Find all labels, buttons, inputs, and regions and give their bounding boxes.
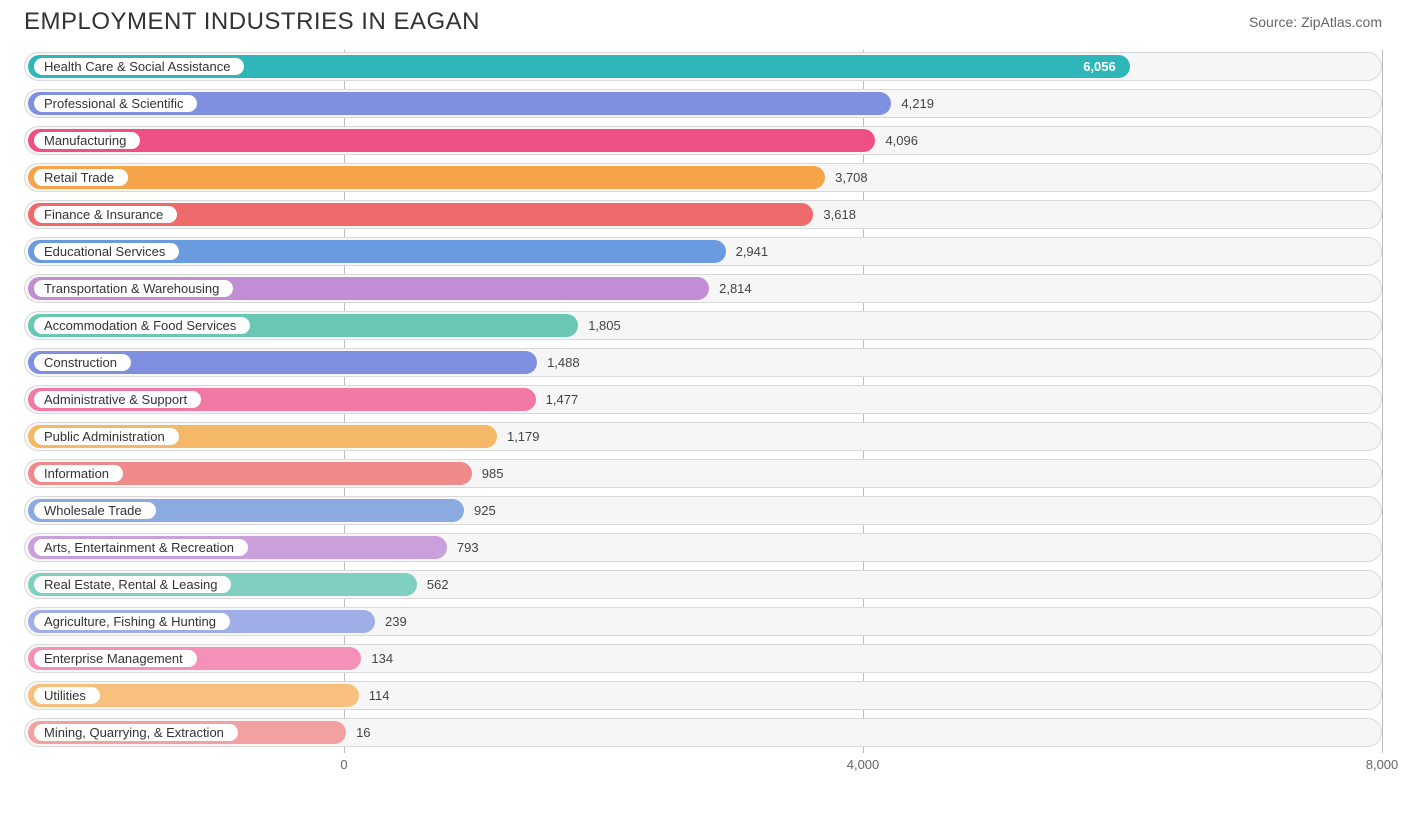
bar-category-chip: Administrative & Support [32, 389, 203, 410]
bar-value-label: 6,056 [28, 50, 1130, 83]
bar-fill [28, 166, 825, 189]
bar-fill [28, 129, 875, 152]
chart-header: EMPLOYMENT INDUSTRIES IN EAGAN Source: Z… [0, 0, 1406, 40]
bar-value-label: 925 [464, 494, 496, 527]
bar-row: Information 985 [24, 457, 1382, 490]
chart-plot-area: Health Care & Social Assistance6,056 Prof… [24, 50, 1382, 753]
bar-row: Finance & Insurance 3,618 [24, 198, 1382, 231]
bar-value-label: 1,477 [536, 383, 579, 416]
chart-title: EMPLOYMENT INDUSTRIES IN EAGAN [24, 8, 480, 36]
bar-value-label: 134 [361, 642, 393, 675]
chart-source: Source: ZipAtlas.com [1249, 14, 1382, 30]
bar-category-chip: Transportation & Warehousing [32, 278, 235, 299]
bar-value-label: 3,708 [825, 161, 868, 194]
bar-row: Utilities 114 [24, 679, 1382, 712]
axis-tick-label: 4,000 [847, 757, 880, 772]
bar-value-label: 3,618 [813, 198, 856, 231]
bar-row: Health Care & Social Assistance6,056 [24, 50, 1382, 83]
bar-value-label: 16 [346, 716, 370, 749]
bar-category-chip: Manufacturing [32, 130, 142, 151]
bar-row: Manufacturing 4,096 [24, 124, 1382, 157]
source-prefix: Source: [1249, 14, 1301, 30]
bar-value-label: 985 [472, 457, 504, 490]
bar-category-chip: Construction [32, 352, 133, 373]
bar-category-chip: Utilities [32, 685, 102, 706]
bar-row: Retail Trade 3,708 [24, 161, 1382, 194]
bar-category-chip: Professional & Scientific [32, 93, 199, 114]
bar-value-label: 4,219 [891, 87, 934, 120]
bar-category-chip: Mining, Quarrying, & Extraction [32, 722, 240, 743]
bar-value-label: 4,096 [875, 124, 918, 157]
chart-rows: Health Care & Social Assistance6,056 Prof… [24, 50, 1382, 749]
bar-value-label: 793 [447, 531, 479, 564]
bar-category-chip: Information [32, 463, 125, 484]
bar-category-chip: Agriculture, Fishing & Hunting [32, 611, 232, 632]
bar-category-chip: Accommodation & Food Services [32, 315, 252, 336]
bar-row: Enterprise Management 134 [24, 642, 1382, 675]
bar-row: Agriculture, Fishing & Hunting 239 [24, 605, 1382, 638]
bar-value-label: 1,805 [578, 309, 621, 342]
bar-row: Mining, Quarrying, & Extraction 16 [24, 716, 1382, 749]
bar-row: Wholesale Trade 925 [24, 494, 1382, 527]
bar-category-chip: Real Estate, Rental & Leasing [32, 574, 233, 595]
bar-category-chip: Arts, Entertainment & Recreation [32, 537, 250, 558]
bar-row: Accommodation & Food Services 1,805 [24, 309, 1382, 342]
axis-tick-label: 8,000 [1366, 757, 1399, 772]
bar-value-label: 239 [375, 605, 407, 638]
bar-value-label: 562 [417, 568, 449, 601]
bar-category-chip: Public Administration [32, 426, 181, 447]
bar-row: Arts, Entertainment & Recreation 793 [24, 531, 1382, 564]
chart-x-axis: 04,0008,000 [24, 757, 1382, 781]
bar-value-label: 1,488 [537, 346, 580, 379]
bar-category-chip: Retail Trade [32, 167, 130, 188]
bar-row: Public Administration 1,179 [24, 420, 1382, 453]
source-link[interactable]: ZipAtlas.com [1301, 14, 1382, 30]
chart-container: Health Care & Social Assistance6,056 Prof… [0, 40, 1406, 821]
bar-row: Real Estate, Rental & Leasing 562 [24, 568, 1382, 601]
gridline [1382, 50, 1383, 753]
bar-category-chip: Finance & Insurance [32, 204, 179, 225]
axis-tick-label: 0 [340, 757, 347, 772]
bar-value-label: 1,179 [497, 420, 540, 453]
bar-row: Educational Services 2,941 [24, 235, 1382, 268]
bar-row: Construction 1,488 [24, 346, 1382, 379]
bar-row: Professional & Scientific 4,219 [24, 87, 1382, 120]
bar-row: Transportation & Warehousing 2,814 [24, 272, 1382, 305]
bar-row: Administrative & Support 1,477 [24, 383, 1382, 416]
bar-value-label: 2,814 [709, 272, 752, 305]
bar-value-label: 2,941 [726, 235, 769, 268]
bar-category-chip: Wholesale Trade [32, 500, 158, 521]
bar-category-chip: Enterprise Management [32, 648, 199, 669]
bar-value-label: 114 [359, 679, 390, 712]
bar-category-chip: Educational Services [32, 241, 181, 262]
